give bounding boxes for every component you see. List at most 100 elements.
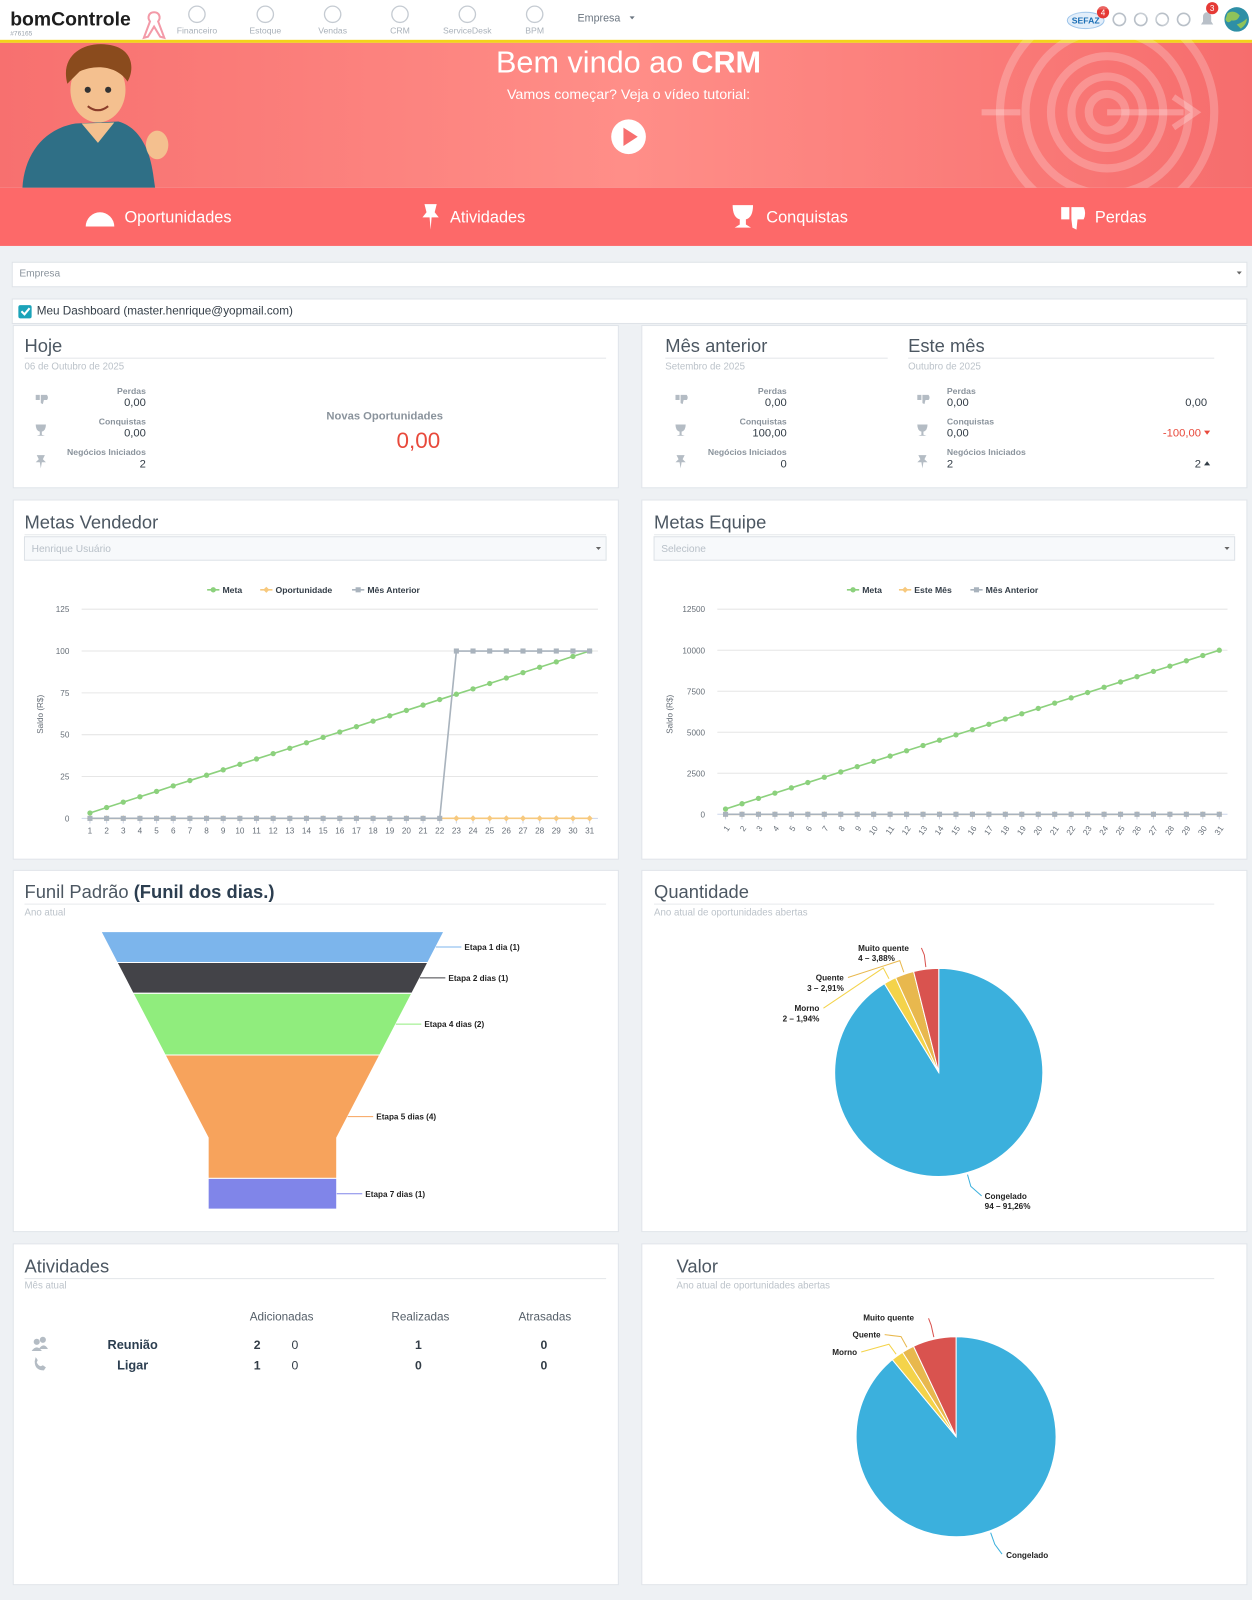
tab-label[interactable]: Conquistas xyxy=(766,208,848,226)
point-marker xyxy=(503,815,510,822)
point-marker xyxy=(553,648,559,654)
toolbar-icon[interactable] xyxy=(1155,12,1170,27)
point-marker xyxy=(1216,811,1222,817)
point-marker xyxy=(270,815,276,821)
bell-icon[interactable] xyxy=(1200,12,1214,25)
x-tick-label: 24 xyxy=(468,827,478,836)
legend-marker xyxy=(210,587,216,593)
point-marker xyxy=(337,815,343,821)
nav-item[interactable]: Estoque xyxy=(249,26,281,36)
point-marker xyxy=(1068,695,1074,701)
nav-item[interactable]: BPM xyxy=(525,26,544,36)
nav-icon[interactable] xyxy=(188,5,206,24)
point-marker xyxy=(904,811,910,817)
select-caret xyxy=(1224,546,1230,551)
point-marker xyxy=(1134,811,1140,817)
point-marker xyxy=(370,718,376,724)
sefaz-cloud[interactable] xyxy=(1066,11,1105,30)
nav-item[interactable]: Financeiro xyxy=(177,26,218,36)
nav-icon[interactable] xyxy=(458,5,477,24)
row-icon xyxy=(917,394,930,405)
point-marker xyxy=(287,745,293,751)
goal-select[interactable] xyxy=(653,536,1236,561)
point-marker xyxy=(353,724,360,730)
point-marker xyxy=(320,815,326,821)
pie-label: Quente xyxy=(852,1331,881,1340)
x-tick-label: 10 xyxy=(235,827,245,836)
legend-label: Oportunidade xyxy=(276,585,333,595)
point-marker xyxy=(1101,811,1107,817)
nav-icon[interactable] xyxy=(256,5,275,24)
toolbar-icon[interactable] xyxy=(1112,12,1127,27)
point-marker xyxy=(1183,658,1190,664)
metric-change: -100,00 xyxy=(1163,428,1201,440)
toolbar-icon[interactable] xyxy=(1133,12,1148,27)
nav-icon[interactable] xyxy=(323,5,342,24)
nav-icon[interactable] xyxy=(391,5,409,24)
tab-label[interactable]: Perdas xyxy=(1095,208,1147,226)
y-tick-label: 75 xyxy=(60,689,70,698)
point-marker xyxy=(536,815,543,822)
activity-name: Ligar xyxy=(117,1357,148,1372)
activity-cell: 0 xyxy=(540,1338,547,1352)
x-tick-label: 19 xyxy=(385,827,395,836)
row-icon xyxy=(35,394,48,405)
nav-icon[interactable] xyxy=(525,5,544,24)
activity-cell: 1 xyxy=(415,1338,422,1352)
legend-label: Meta xyxy=(222,585,242,595)
point-marker xyxy=(969,726,976,733)
y-tick-label: 50 xyxy=(60,731,70,740)
x-tick-label: 29 xyxy=(552,827,562,836)
activity-icon xyxy=(31,1336,48,1352)
tab-icon[interactable] xyxy=(422,204,439,230)
point-marker xyxy=(969,811,975,817)
row-icon xyxy=(35,424,46,436)
point-marker xyxy=(1200,652,1206,659)
legend-label: Este Mês xyxy=(914,585,952,595)
pie-connector xyxy=(847,960,905,979)
company-select[interactable] xyxy=(11,261,1248,288)
point-marker xyxy=(87,810,93,816)
tab-label[interactable]: Atividades xyxy=(450,208,525,226)
point-marker xyxy=(220,767,226,773)
x-tick-label: 15 xyxy=(319,827,329,836)
point-marker xyxy=(1150,668,1157,675)
company-menu[interactable]: Empresa xyxy=(578,12,621,24)
card-title: Metas Equipe xyxy=(654,512,766,533)
x-tick-label: 4 xyxy=(138,827,143,836)
point-marker xyxy=(739,801,745,807)
toolbar-icon[interactable] xyxy=(1176,12,1191,27)
nav-item[interactable]: Vendas xyxy=(318,26,348,36)
metric-label: Conquistas xyxy=(740,417,787,427)
x-tick-label: 2 xyxy=(104,827,109,836)
point-marker xyxy=(120,799,126,805)
trend-arrow xyxy=(1204,430,1211,435)
point-marker xyxy=(1167,811,1173,817)
pie-connector xyxy=(990,1532,1003,1555)
point-marker xyxy=(503,648,509,654)
tab-icon[interactable] xyxy=(85,212,115,227)
point-marker xyxy=(722,806,729,812)
tab-icon[interactable] xyxy=(1061,207,1086,230)
notification-count: 3 xyxy=(1210,4,1215,13)
metric-value: 100,00 xyxy=(752,428,786,440)
goal-select[interactable] xyxy=(23,536,607,561)
card-title: Metas Vendedor xyxy=(24,512,158,533)
point-marker xyxy=(470,686,476,692)
metric-value: 0,00 xyxy=(765,397,787,409)
row-icon xyxy=(917,424,928,436)
y-tick-label: 0 xyxy=(65,814,70,823)
tab-label[interactable]: Oportunidades xyxy=(124,208,231,226)
column-header: Adicionadas xyxy=(250,1310,314,1323)
tab-icon[interactable] xyxy=(732,205,754,228)
activity-cell: 0 xyxy=(415,1358,422,1372)
metric-value: 2 xyxy=(947,458,953,470)
nav-item[interactable]: ServiceDesk xyxy=(443,26,492,36)
point-marker xyxy=(586,815,593,822)
funnel-segment xyxy=(207,1177,338,1210)
x-tick-label: 6 xyxy=(804,824,814,833)
ribbon-icon xyxy=(142,11,166,40)
nav-item[interactable]: CRM xyxy=(390,26,410,36)
dashboard-checkbox[interactable] xyxy=(18,305,32,319)
